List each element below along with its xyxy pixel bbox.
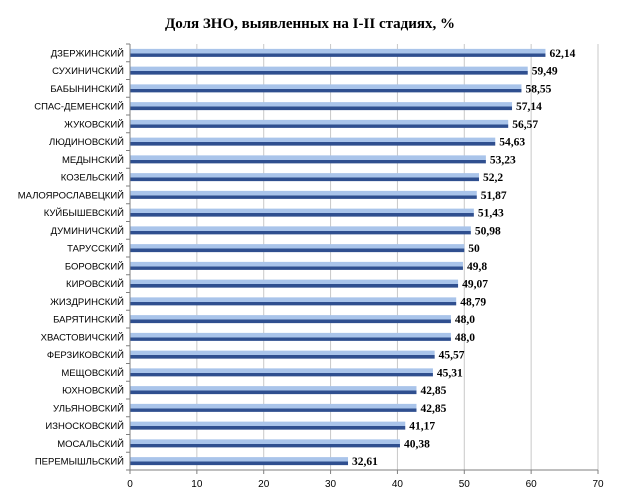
bar xyxy=(130,279,459,288)
category-label: МЕДЫНСКИЙ xyxy=(62,154,124,166)
x-tick-label: 20 xyxy=(258,479,270,490)
data-label: 40,38 xyxy=(404,438,430,450)
category-label: СПАС-ДЕМЕНСКИЙ xyxy=(34,101,124,113)
bar xyxy=(130,368,433,377)
x-tick-label: 0 xyxy=(127,479,133,490)
data-label: 45,31 xyxy=(437,367,463,379)
data-label: 42,85 xyxy=(420,385,446,397)
category-label: ДЗЕРЖИНСКИЙ xyxy=(51,47,124,59)
x-tick-label: 10 xyxy=(191,479,203,490)
bar xyxy=(130,119,509,128)
category-label: ЖУКОВСКИЙ xyxy=(64,118,124,130)
gridlines xyxy=(196,44,599,470)
x-tick-label: 30 xyxy=(325,479,337,490)
bar xyxy=(130,244,465,253)
bar xyxy=(130,208,474,217)
bar xyxy=(130,48,546,57)
category-label: ИЗНОСКОВСКИЙ xyxy=(45,420,124,432)
category-label: ЮХНОВСКИЙ xyxy=(62,385,124,397)
data-label: 48,0 xyxy=(455,314,475,326)
data-label: 53,23 xyxy=(490,154,516,166)
x-tick-label: 60 xyxy=(526,479,538,490)
bar xyxy=(130,457,349,466)
category-label: КИРОВСКИЙ xyxy=(66,278,124,290)
category-label: ЖИЗДРИНСКИЙ xyxy=(50,296,124,308)
chart-title: Доля ЗНО, выявленных на I-II стадиях, % xyxy=(165,16,455,32)
category-label: ТАРУССКИЙ xyxy=(67,243,124,255)
category-label: ПЕРЕМЫШЛЬСКИЙ xyxy=(35,456,124,468)
data-label: 62,14 xyxy=(549,48,575,60)
category-label: СУХИНИЧСКИЙ xyxy=(52,65,124,77)
bar xyxy=(130,403,417,412)
x-tick-label: 70 xyxy=(592,479,604,490)
bar xyxy=(130,66,528,75)
data-label: 58,55 xyxy=(525,83,551,95)
data-label: 52,2 xyxy=(483,172,503,184)
data-label: 59,49 xyxy=(532,66,558,78)
bar xyxy=(130,315,451,324)
bar xyxy=(130,226,471,235)
data-label: 56,57 xyxy=(512,119,538,131)
bar xyxy=(130,297,457,306)
data-label: 54,63 xyxy=(499,137,525,149)
bar xyxy=(130,332,451,341)
category-label: КОЗЕЛЬСКИЙ xyxy=(61,172,124,184)
data-label: 50 xyxy=(468,243,480,255)
bar xyxy=(130,84,522,93)
bar xyxy=(130,421,406,430)
category-label: БОРОВСКИЙ xyxy=(65,260,124,272)
bar xyxy=(130,190,477,199)
data-label: 49,8 xyxy=(467,261,487,273)
category-label: ХВАСТОВИЧСКИЙ xyxy=(41,331,125,343)
category-label: БАБЫНИНСКИЙ xyxy=(50,83,124,95)
category-label: ФЕРЗИКОВСКИЙ xyxy=(47,349,124,361)
data-label: 42,85 xyxy=(420,403,446,415)
bar xyxy=(130,137,496,146)
category-label: МАЛОЯРОСЛАВЕЦКИЙ xyxy=(18,189,124,201)
data-label: 51,87 xyxy=(481,190,507,202)
axes: 0 10 20 30 40 50 60 70 ДЗЕРЖИНСКИЙ СУХИНИЧСКИЙ БАБ… xyxy=(18,43,604,490)
data-label: 41,17 xyxy=(409,421,435,433)
data-label: 50,98 xyxy=(475,225,501,237)
bar xyxy=(130,386,417,395)
data-label: 45,57 xyxy=(439,350,465,362)
data-label: 51,43 xyxy=(478,208,504,220)
category-label: УЛЬЯНОВСКИЙ xyxy=(53,402,124,414)
category-label: МЕЩОВСКИЙ xyxy=(61,367,124,379)
data-label: 49,07 xyxy=(462,279,488,291)
category-label: КУЙБЫШЕВСКИЙ xyxy=(44,207,124,219)
bar xyxy=(130,155,486,164)
category-label: БАРЯТИНСКИЙ xyxy=(53,314,124,326)
x-tick-label: 40 xyxy=(392,479,404,490)
bar xyxy=(130,261,463,270)
data-label: 57,14 xyxy=(516,101,542,113)
category-label: ЛЮДИНОВСКИЙ xyxy=(49,136,124,148)
bar xyxy=(130,350,435,359)
category-label: ДУМИНИЧСКИЙ xyxy=(51,225,125,237)
x-tick-label: 50 xyxy=(459,479,471,490)
data-label: 48,0 xyxy=(455,332,475,344)
bar xyxy=(130,439,400,448)
data-label: 32,61 xyxy=(352,456,378,468)
bars: 62,14 59,49 58,55 57,14 56,57 54,63 53,23 52,2 5… xyxy=(130,48,576,468)
bar xyxy=(130,102,513,111)
data-label: 48,79 xyxy=(460,296,486,308)
category-label: МОСАЛЬСКИЙ xyxy=(57,438,124,450)
bar xyxy=(130,173,479,182)
